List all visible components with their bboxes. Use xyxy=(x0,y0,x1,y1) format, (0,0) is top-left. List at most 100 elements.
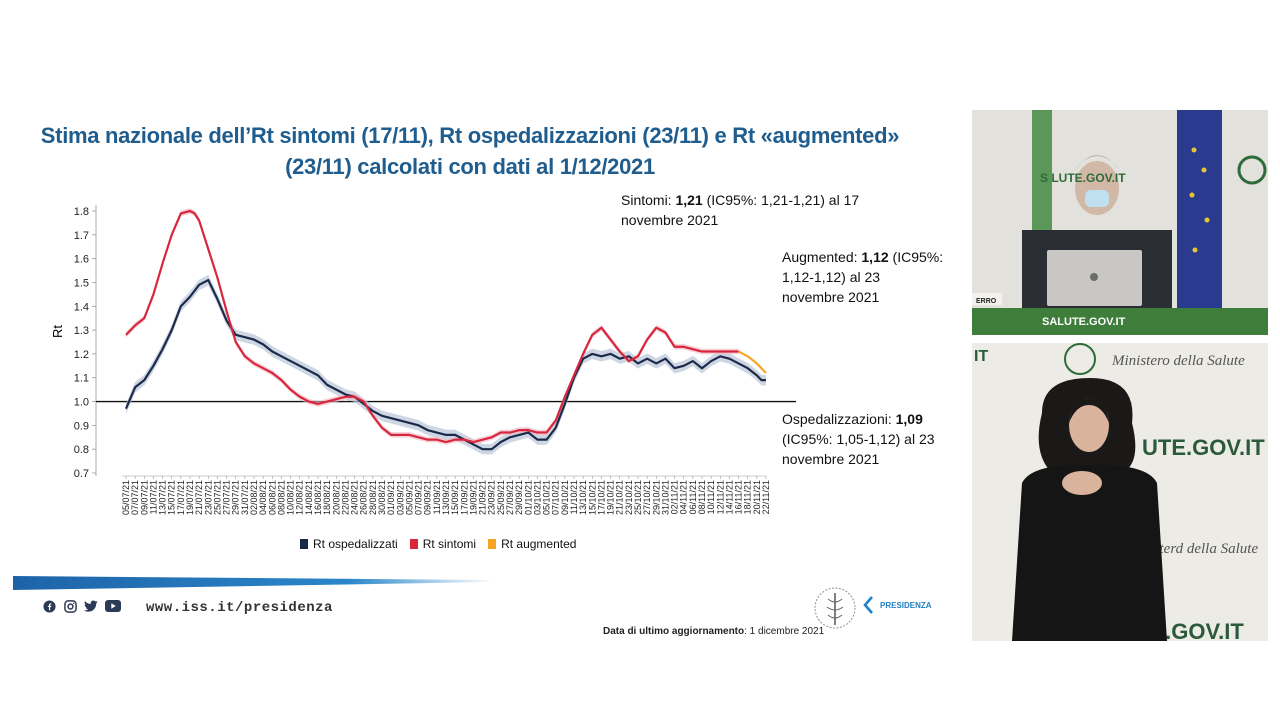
x-tick-label: 14/11/21 xyxy=(724,480,734,514)
x-tick-label: 07/10/21 xyxy=(551,480,561,515)
x-tick-label: 09/10/21 xyxy=(560,480,570,515)
x-tick-label: 21/07/21 xyxy=(194,480,204,515)
backdrop-text-salute: nisterd della Salute xyxy=(1142,541,1258,557)
annotation-sintomi: Sintomi: 1,21 (IC95%: 1,21-1,21) al 17 n… xyxy=(621,190,859,230)
x-tick-label: 05/10/21 xyxy=(542,480,552,515)
x-tick-label: 29/07/21 xyxy=(231,480,241,515)
y-tick-label: 1.6 xyxy=(74,254,89,266)
x-tick-label: 13/10/21 xyxy=(578,480,588,515)
presidenza-label: PRESIDENZA xyxy=(880,600,932,610)
x-tick-label: 03/09/21 xyxy=(395,480,405,515)
x-tick-label: 30/08/21 xyxy=(377,480,387,515)
ci-band-ospedalizzati xyxy=(126,274,766,455)
series-line-ospedalizzati xyxy=(124,278,766,451)
x-tick-label: 05/07/21 xyxy=(121,480,131,515)
x-tick-label: 18/08/21 xyxy=(322,480,332,515)
slide-title-line1: Stima nazionale dell’Rt sintomi (17/11),… xyxy=(40,123,900,148)
x-tick-label: 27/09/21 xyxy=(505,480,515,515)
x-tick-label: 28/08/21 xyxy=(368,480,378,515)
x-tick-label: 11/09/21 xyxy=(432,480,442,514)
x-tick-label: 13/09/21 xyxy=(441,480,451,515)
y-tick-label: 1.4 xyxy=(74,301,89,313)
annot-osp-line2: (IC95%: 1,05-1,12) al 23 xyxy=(782,431,935,447)
legend-swatch-augmented xyxy=(488,539,497,549)
x-tick-label: 24/08/21 xyxy=(350,480,360,515)
x-tick-label: 04/11/21 xyxy=(679,480,689,514)
x-tick-label: 05/09/21 xyxy=(404,480,414,515)
annot-sintomi-post: (IC95%: 1,21-1,21) al 17 xyxy=(702,192,860,208)
video-feed-speaker-scene: ERRO SALUTE.GOV.IT S LUTE.GOV.IT xyxy=(972,110,1268,335)
annot-augmented-pre: Augmented: xyxy=(782,249,862,265)
x-tick-label: 02/08/21 xyxy=(249,480,259,515)
annot-sintomi-value: 1,21 xyxy=(675,192,703,208)
annotation-augmented: Augmented: 1,12 (IC95%: 1,12-1,12) al 23… xyxy=(782,247,943,307)
x-tick-label: 22/08/21 xyxy=(340,480,350,515)
x-tick-label: 25/10/21 xyxy=(633,480,643,515)
last-updated-label: Data di ultimo aggiornamento xyxy=(603,626,745,637)
annot-augmented-post: (IC95%: xyxy=(888,249,944,265)
facebook-icon[interactable] xyxy=(42,600,56,614)
x-tick-label: 09/07/21 xyxy=(139,480,149,515)
x-tick-label: 08/11/21 xyxy=(697,480,707,514)
video-feed-interpreter: Ministero della Salute IT UTE.GOV.IT TE.… xyxy=(972,343,1268,641)
y-tick-label: 1.1 xyxy=(74,373,89,385)
legend-item-sintomi: Rt sintomi xyxy=(409,537,476,551)
x-tick-labels: 05/07/21 07/07/21 09/07/21 11/07/21 13/07/21… xyxy=(121,476,771,515)
legend-swatch-sintomi xyxy=(409,539,418,549)
annot-augmented-line2: 1,12-1,12) al 23 xyxy=(782,269,881,285)
x-tick-label: 09/09/21 xyxy=(423,480,433,515)
x-tick-label: 26/08/21 xyxy=(359,480,369,515)
y-tick-label: 1.2 xyxy=(74,349,89,361)
last-updated: Data di ultimo aggiornamento: 1 dicembre… xyxy=(603,626,824,637)
y-tick-label: 1.3 xyxy=(74,325,89,337)
series-line-sintomi xyxy=(125,209,739,444)
x-tick-label: 01/10/21 xyxy=(523,480,533,515)
x-tick-label: 31/10/21 xyxy=(660,480,670,515)
x-tick-label: 06/11/21 xyxy=(688,480,698,514)
legend-label-augmented: Rt augmented xyxy=(501,537,577,551)
x-tick-label: 17/09/21 xyxy=(459,480,469,515)
x-tick-label: 14/08/21 xyxy=(304,480,314,515)
x-tick-label: 12/08/21 xyxy=(295,480,305,515)
video-feed-speaker: ERRO SALUTE.GOV.IT S LUTE.GOV.IT xyxy=(972,110,1268,335)
x-tick-label: 21/10/21 xyxy=(615,480,625,515)
x-tick-label: 15/10/21 xyxy=(587,480,597,515)
chart-axes: 0.7 0.8 0.9 1.0 1.1 1.2 1.3 1.4 1.5 1.6 1.7 1.8 xyxy=(74,205,796,480)
x-tick-label: 06/08/21 xyxy=(267,480,277,515)
y-tick-label: 1.8 xyxy=(74,206,89,218)
legend-item-ospedalizzati: Rt ospedalizzati xyxy=(300,537,398,551)
x-tick-label: 17/07/21 xyxy=(176,480,186,515)
chart-legend: Rt ospedalizzati Rt sintomi Rt augmented xyxy=(300,537,576,551)
y-tick-label: 1.7 xyxy=(74,230,89,242)
x-tick-label: 22/11/21 xyxy=(761,480,771,514)
x-tick-label: 19/10/21 xyxy=(606,480,616,515)
x-tick-label: 07/09/21 xyxy=(414,480,424,515)
series-line-augmented xyxy=(738,350,767,374)
x-tick-label: 19/09/21 xyxy=(468,480,478,515)
x-tick-label: 19/07/21 xyxy=(185,480,195,515)
instagram-icon[interactable] xyxy=(63,600,77,614)
last-updated-value: : 1 dicembre 2021 xyxy=(744,626,825,637)
x-tick-label: 23/10/21 xyxy=(624,480,634,515)
x-tick-label: 16/08/21 xyxy=(313,480,323,515)
annot-osp-line3: novembre 2021 xyxy=(782,451,880,467)
iss-seal-logo xyxy=(814,587,856,629)
annot-osp-value: 1,09 xyxy=(895,411,923,427)
twitter-icon[interactable] xyxy=(84,600,98,614)
video-feed-interpreter-scene: Ministero della Salute IT UTE.GOV.IT TE.… xyxy=(972,343,1268,641)
annot-osp-pre: Ospedalizzazioni: xyxy=(782,411,896,427)
confidence-bands xyxy=(126,208,766,455)
x-tick-label: 25/07/21 xyxy=(212,480,222,515)
youtube-icon[interactable] xyxy=(105,600,121,614)
ci-band-sintomi xyxy=(126,208,739,445)
x-tick-label: 31/07/21 xyxy=(240,480,250,515)
x-tick-label: 29/09/21 xyxy=(514,480,524,515)
x-tick-label: 10/11/21 xyxy=(706,480,716,514)
footer-url-link[interactable]: www.iss.it/presidenza xyxy=(146,600,333,616)
annot-sintomi-pre: Sintomi: xyxy=(621,192,676,208)
salute-sign: S LUTE.GOV.IT xyxy=(1040,171,1126,185)
y-axis-label: Rt xyxy=(50,325,65,338)
x-tick-label: 13/07/21 xyxy=(158,480,168,515)
blue-band-decoration xyxy=(13,576,493,590)
x-tick-label: 29/10/21 xyxy=(651,480,661,515)
